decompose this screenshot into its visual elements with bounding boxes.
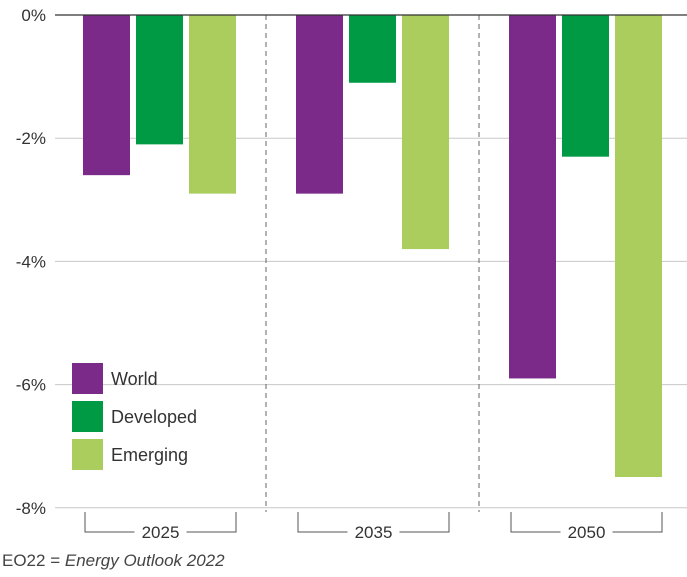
legend-swatch-developed (72, 401, 103, 432)
category-bracket (510, 512, 663, 533)
bar-developed-2050 (562, 15, 609, 157)
bar-world-2035 (296, 15, 343, 194)
bar-emerging-2035 (402, 15, 449, 250)
category-bracket (297, 512, 450, 533)
y-axis-ticks: 0% -2% -4% -6% -8% (16, 6, 46, 518)
footnote-prefix: EO22 = (2, 551, 65, 570)
bar-developed-2025 (136, 15, 183, 145)
bar-emerging-2025 (189, 15, 236, 194)
x-category-label: 2050 (568, 523, 606, 542)
x-category-label: 2025 (142, 523, 180, 542)
y-tick-label: 0% (21, 6, 46, 25)
bar-emerging-2050 (615, 15, 662, 477)
x-axis-categories: 2025 2035 2050 (84, 512, 663, 542)
y-tick-label: -8% (16, 499, 46, 518)
x-category-label: 2035 (355, 523, 393, 542)
legend-swatch-emerging (72, 439, 103, 470)
footnote-source: Energy Outlook 2022 (64, 551, 225, 570)
y-tick-label: -4% (16, 252, 46, 271)
legend-swatch-world (72, 363, 103, 394)
category-bracket (84, 512, 237, 533)
footnote: EO22 = Energy Outlook 2022 (2, 551, 225, 571)
bar-world-2050 (509, 15, 556, 379)
y-tick-label: -6% (16, 376, 46, 395)
bar-world-2025 (83, 15, 130, 176)
bars (83, 15, 662, 477)
legend-label-emerging: Emerging (111, 445, 188, 465)
category-separators (265, 15, 480, 512)
legend-label-world: World (111, 369, 158, 389)
legend-label-developed: Developed (111, 407, 197, 427)
y-tick-label: -2% (16, 129, 46, 148)
legend: World Developed Emerging (72, 363, 197, 470)
bar-developed-2035 (349, 15, 396, 83)
